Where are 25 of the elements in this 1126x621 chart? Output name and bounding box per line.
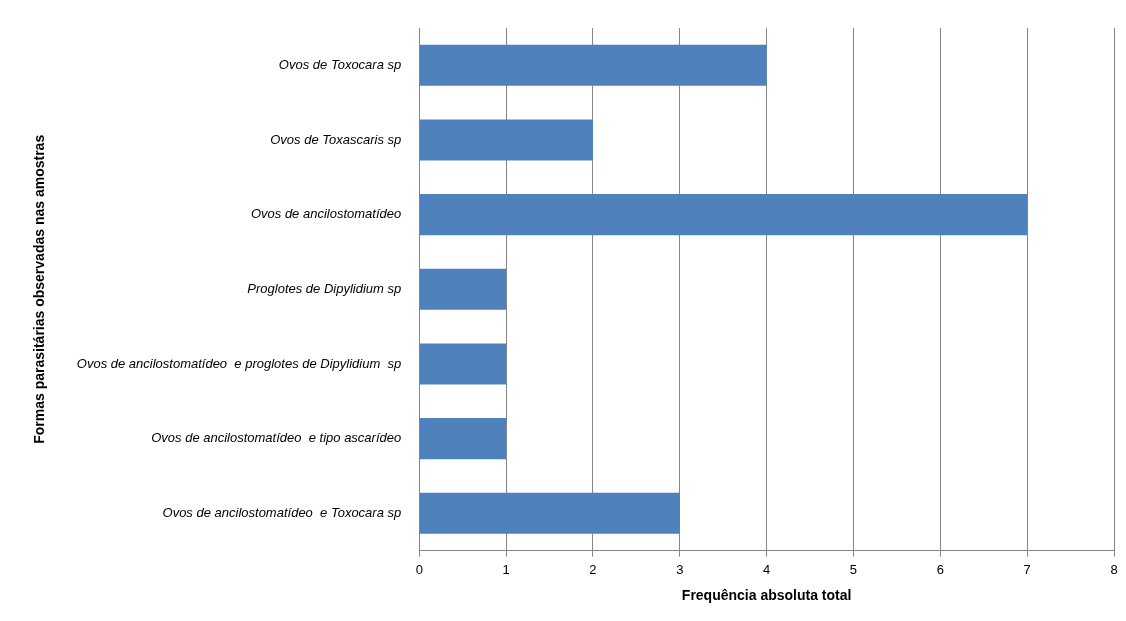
y-tick-label: Proglotes de Dipylidium sp [247, 280, 402, 296]
bar [419, 492, 680, 534]
x-tick-label: 2 [589, 561, 597, 577]
bar [419, 194, 1028, 236]
bar [419, 268, 507, 310]
x-tick-label: 7 [1023, 561, 1031, 577]
bar [419, 343, 507, 385]
bar [419, 418, 507, 460]
x-tick-label: 0 [415, 561, 423, 577]
x-tick-label: 8 [1110, 561, 1118, 577]
y-tick-label: Ovos de Toxascaris sp [270, 131, 402, 147]
y-tick-label: Ovos de ancilostomatídeo e tipo ascarídeo [151, 430, 402, 446]
bar [419, 44, 767, 86]
x-tick-label: 4 [763, 561, 771, 577]
x-axis-title: Frequência absoluta total [681, 587, 852, 604]
x-tick-label: 5 [849, 561, 858, 577]
y-tick-label: Ovos de ancilostomatídeo [250, 206, 402, 222]
x-tick-label: 1 [502, 561, 510, 577]
y-tick-label: Ovos de Toxocara sp [278, 56, 402, 72]
y-axis-title: Formas parasitárias observadas nas amostras [31, 134, 48, 444]
y-tick-label: Ovos de ancilostomatídeo e proglotes de Dipylidium sp [76, 355, 402, 371]
y-tick-label: Ovos de ancilostomatídeo e Toxocara sp [162, 504, 402, 520]
bar [419, 119, 593, 161]
x-tick-label: 6 [936, 561, 944, 577]
x-tick-label: 3 [676, 561, 684, 577]
